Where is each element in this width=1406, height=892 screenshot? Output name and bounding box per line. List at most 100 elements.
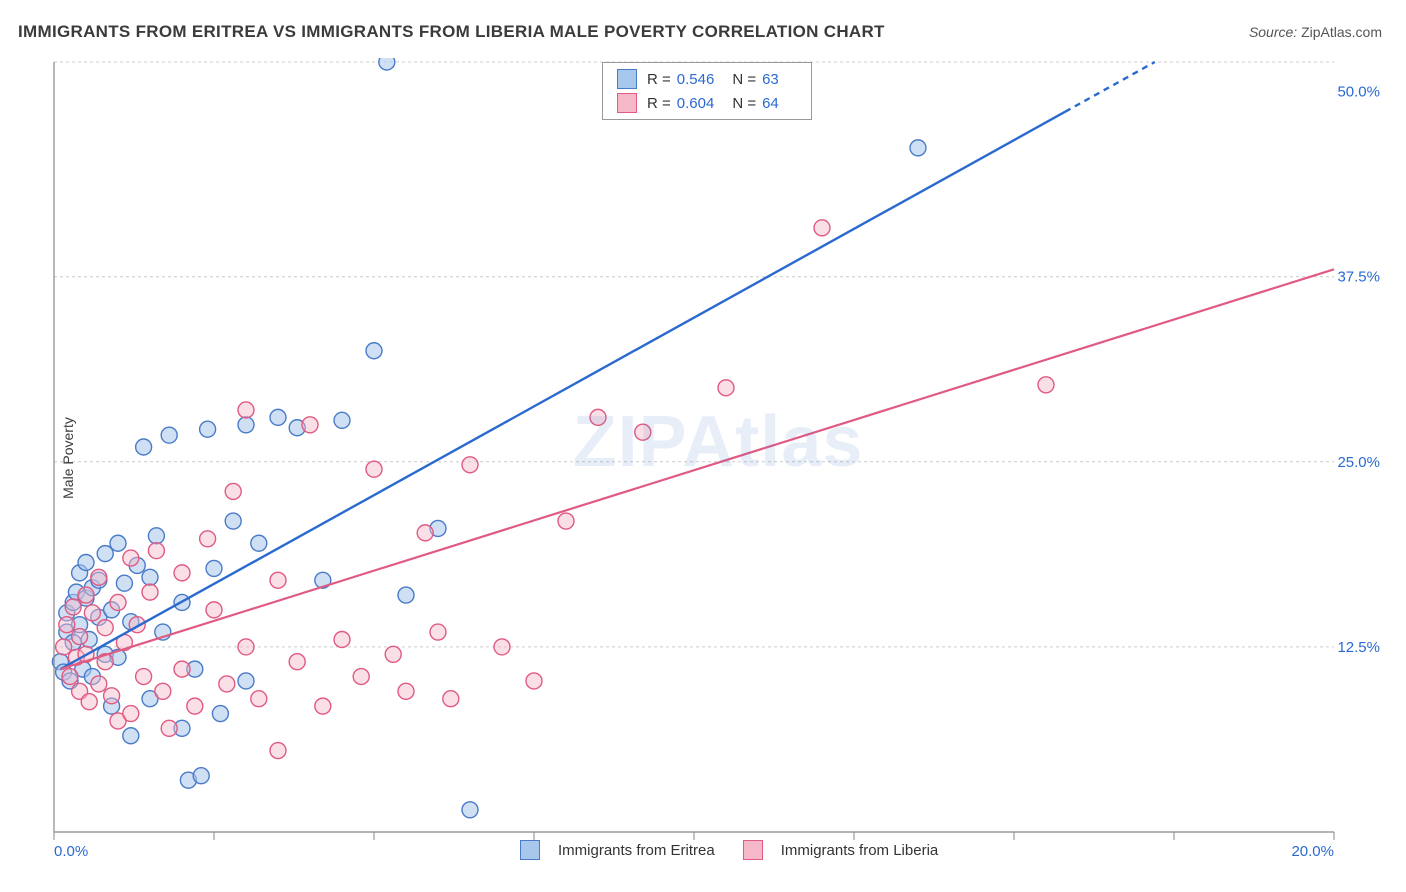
point-eritrea <box>116 575 132 591</box>
point-liberia <box>366 461 382 477</box>
point-liberia <box>238 402 254 418</box>
point-liberia <box>148 543 164 559</box>
point-liberia <box>174 565 190 581</box>
point-liberia <box>187 698 203 714</box>
x-tick-label: 0.0% <box>54 843 88 858</box>
point-liberia <box>814 220 830 236</box>
y-tick-label: 25.0% <box>1337 454 1380 471</box>
point-liberia <box>251 691 267 707</box>
point-liberia <box>590 409 606 425</box>
point-eritrea <box>462 802 478 818</box>
point-eritrea <box>161 427 177 443</box>
stat-n-label: N = <box>732 71 756 88</box>
point-liberia <box>59 617 75 633</box>
point-eritrea <box>212 706 228 722</box>
point-liberia <box>558 513 574 529</box>
point-liberia <box>110 594 126 610</box>
point-liberia <box>398 683 414 699</box>
point-liberia <box>97 620 113 636</box>
point-liberia <box>443 691 459 707</box>
point-liberia <box>155 683 171 699</box>
point-liberia <box>353 669 369 685</box>
point-liberia <box>104 688 120 704</box>
point-liberia <box>200 531 216 547</box>
point-liberia <box>72 629 88 645</box>
legend-swatch <box>617 69 637 89</box>
point-eritrea <box>142 569 158 585</box>
point-eritrea <box>366 343 382 359</box>
point-liberia <box>494 639 510 655</box>
point-eritrea <box>193 768 209 784</box>
legend-item: Immigrants from Liberia <box>743 840 939 860</box>
point-liberia <box>219 676 235 692</box>
point-liberia <box>91 676 107 692</box>
point-liberia <box>315 698 331 714</box>
y-tick-label: 12.5% <box>1337 639 1380 656</box>
point-liberia <box>238 639 254 655</box>
legend-swatch <box>743 840 763 860</box>
source-attribution: Source: ZipAtlas.com <box>1249 24 1382 40</box>
legend-swatch <box>617 93 637 113</box>
y-tick-label: 37.5% <box>1337 269 1380 286</box>
point-eritrea <box>206 560 222 576</box>
point-eritrea <box>270 409 286 425</box>
legend-item: Immigrants from Eritrea <box>520 840 715 860</box>
point-eritrea <box>251 535 267 551</box>
point-liberia <box>81 694 97 710</box>
point-liberia <box>142 584 158 600</box>
y-tick-label: 50.0% <box>1337 84 1380 101</box>
stat-r-label: R = <box>647 71 671 88</box>
stat-r-value: 0.604 <box>677 95 715 112</box>
point-liberia <box>91 569 107 585</box>
legend-bottom: Immigrants from Eritrea Immigrants from L… <box>520 840 938 860</box>
point-liberia <box>462 457 478 473</box>
stat-n-value: 63 <box>762 71 779 88</box>
x-tick-label: 20.0% <box>1291 843 1334 858</box>
point-liberia <box>62 669 78 685</box>
point-liberia <box>635 424 651 440</box>
source-value: ZipAtlas.com <box>1301 24 1382 40</box>
chart-title: IMMIGRANTS FROM ERITREA VS IMMIGRANTS FR… <box>18 22 885 42</box>
stats-row: R =0.604N =64 <box>603 91 811 115</box>
point-liberia <box>65 599 81 615</box>
point-eritrea <box>334 412 350 428</box>
stats-row: R = 0.546 N = 63 <box>603 67 811 91</box>
point-liberia <box>289 654 305 670</box>
point-eritrea <box>379 58 395 70</box>
point-liberia <box>385 646 401 662</box>
legend-label: Immigrants from Liberia <box>781 842 939 859</box>
point-liberia <box>78 587 94 603</box>
trendline <box>60 112 1065 669</box>
point-eritrea <box>78 555 94 571</box>
stats-legend-box: R = 0.546 N = 63 R =0.604N =64 <box>602 62 812 120</box>
point-liberia <box>123 706 139 722</box>
point-liberia <box>174 661 190 677</box>
point-liberia <box>136 669 152 685</box>
point-eritrea <box>123 728 139 744</box>
point-eritrea <box>200 421 216 437</box>
point-eritrea <box>238 673 254 689</box>
trendline <box>60 269 1334 669</box>
scatter-plot: 25.0% 50.0% 12.5% 37.5% 0.0% 20.0% <box>50 58 1386 858</box>
point-liberia <box>417 525 433 541</box>
chart-area: Male Poverty ZIPAtlas 25.0%50.0%12.5%37.… <box>50 58 1386 858</box>
point-liberia <box>270 743 286 759</box>
point-liberia <box>334 632 350 648</box>
point-liberia <box>161 720 177 736</box>
point-eritrea <box>148 528 164 544</box>
point-liberia <box>84 605 100 621</box>
point-eritrea <box>225 513 241 529</box>
point-eritrea <box>238 417 254 433</box>
point-eritrea <box>910 140 926 156</box>
legend-label: Immigrants from Eritrea <box>558 842 715 859</box>
stat-r-value: 0.546 <box>677 71 715 88</box>
point-liberia <box>430 624 446 640</box>
point-liberia <box>225 483 241 499</box>
y-axis-label: Male Poverty <box>60 417 76 499</box>
point-liberia <box>123 550 139 566</box>
point-eritrea <box>398 587 414 603</box>
source-label: Source: <box>1249 24 1297 40</box>
point-liberia <box>526 673 542 689</box>
point-eritrea <box>136 439 152 455</box>
trendline-dashed <box>1065 62 1155 112</box>
